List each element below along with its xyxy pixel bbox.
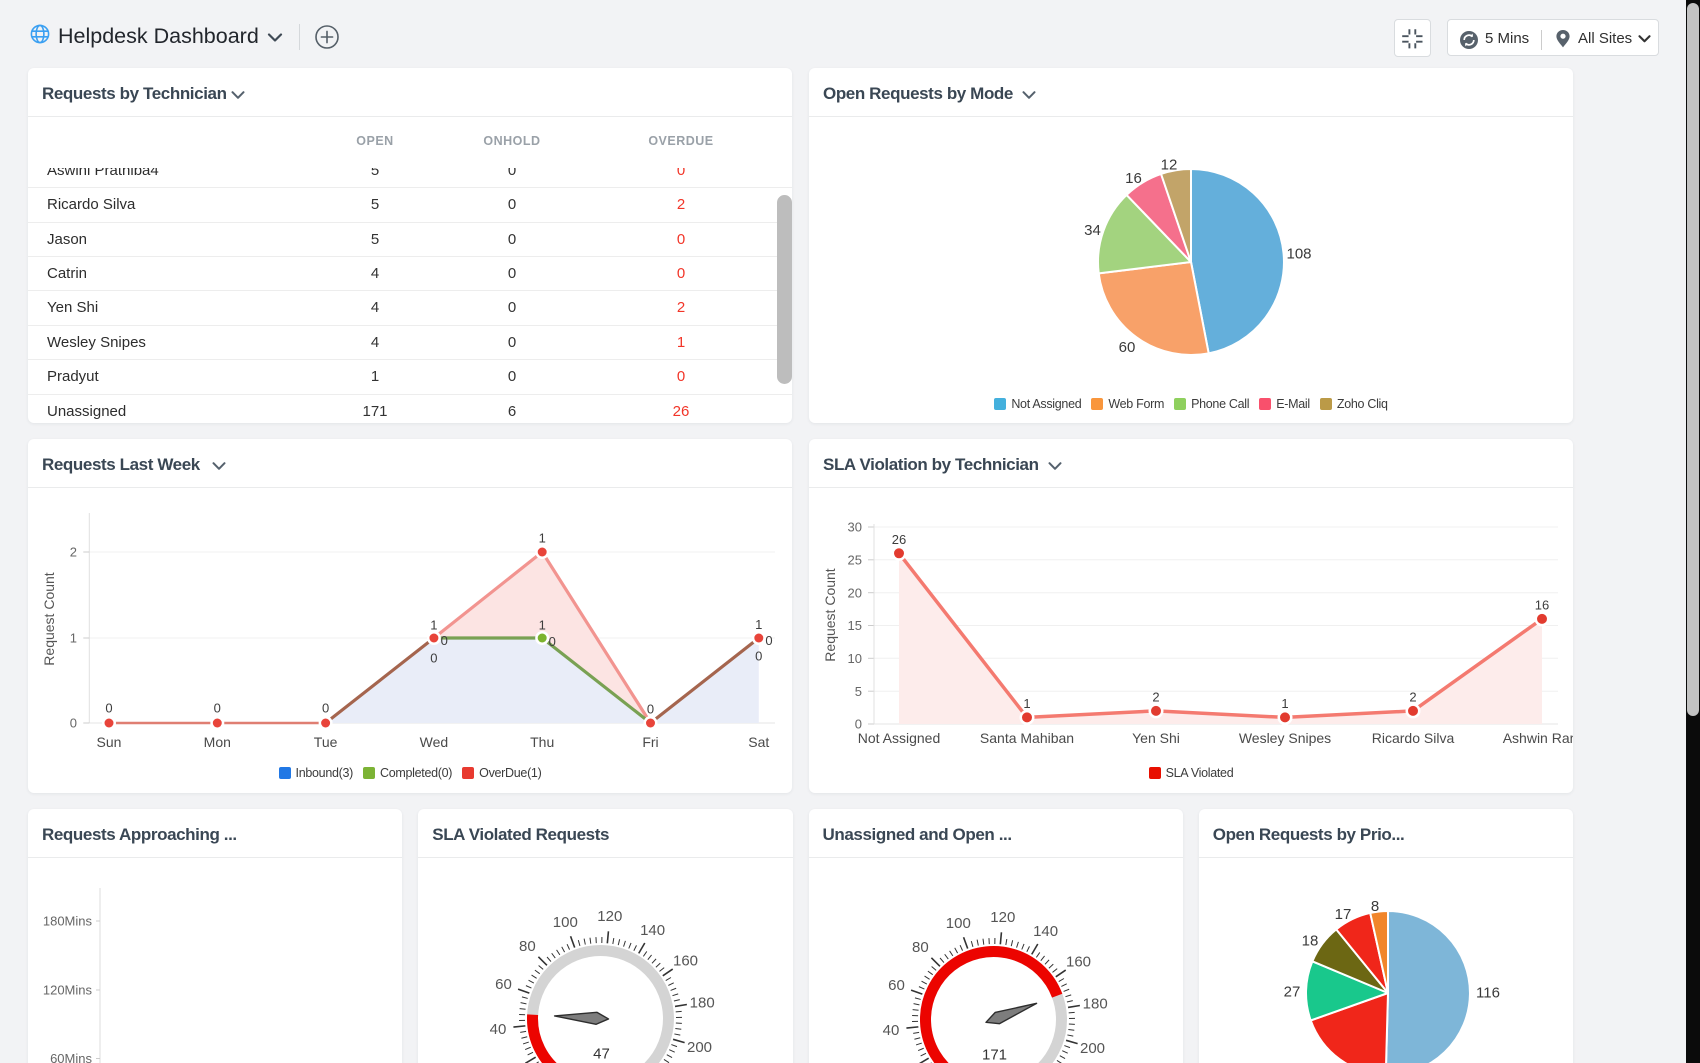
svg-text:0: 0 [430, 650, 437, 665]
svg-text:1: 1 [539, 617, 546, 632]
svg-text:0: 0 [441, 633, 448, 648]
svg-text:180: 180 [690, 994, 715, 1011]
svg-text:Santa Mahiban: Santa Mahiban [980, 730, 1074, 746]
svg-text:0: 0 [549, 634, 556, 649]
svg-text:Request Count: Request Count [822, 568, 838, 662]
svg-text:1: 1 [539, 531, 546, 546]
svg-text:120: 120 [598, 908, 623, 925]
svg-text:171: 171 [981, 1046, 1006, 1063]
svg-text:Sat: Sat [748, 734, 769, 750]
svg-text:Ashwin Ram: Ashwin Ram [1503, 730, 1573, 746]
svg-text:12: 12 [1161, 156, 1178, 173]
svg-text:1: 1 [1281, 696, 1288, 711]
svg-text:18: 18 [1301, 932, 1318, 949]
svg-text:8: 8 [1371, 898, 1379, 915]
svg-text:160: 160 [673, 953, 698, 970]
svg-text:17: 17 [1334, 906, 1351, 923]
svg-text:Ricardo Silva: Ricardo Silva [1372, 730, 1455, 746]
svg-text:40: 40 [882, 1022, 899, 1039]
svg-text:2: 2 [70, 545, 77, 560]
svg-text:27: 27 [1283, 983, 1300, 1000]
svg-text:Tue: Tue [314, 734, 338, 750]
svg-text:80: 80 [912, 939, 929, 956]
svg-text:0: 0 [647, 702, 654, 717]
svg-text:0: 0 [755, 649, 762, 664]
svg-text:180: 180 [1082, 995, 1107, 1012]
svg-text:Sun: Sun [97, 734, 122, 750]
svg-text:0: 0 [322, 701, 329, 716]
svg-text:120: 120 [990, 909, 1015, 926]
svg-text:Request Count: Request Count [41, 572, 57, 666]
svg-text:10: 10 [848, 651, 862, 666]
svg-text:1: 1 [430, 617, 437, 632]
svg-text:116: 116 [1476, 984, 1500, 1001]
svg-text:200: 200 [1079, 1040, 1104, 1057]
svg-text:34: 34 [1084, 222, 1101, 239]
svg-text:60: 60 [888, 977, 905, 994]
svg-text:140: 140 [640, 922, 665, 939]
svg-text:5: 5 [855, 684, 862, 699]
svg-text:Not Assigned: Not Assigned [858, 730, 941, 746]
svg-text:Thu: Thu [530, 734, 554, 750]
svg-text:20: 20 [848, 585, 862, 600]
svg-text:108: 108 [1286, 245, 1311, 262]
svg-text:1: 1 [70, 631, 77, 646]
svg-text:160: 160 [1065, 954, 1090, 971]
svg-text:0: 0 [214, 701, 221, 716]
svg-text:1: 1 [755, 617, 762, 632]
svg-text:100: 100 [945, 915, 970, 932]
svg-text:30: 30 [848, 520, 862, 535]
svg-text:80: 80 [519, 938, 536, 955]
svg-text:Wed: Wed [420, 734, 449, 750]
svg-text:26: 26 [892, 532, 906, 547]
svg-text:2: 2 [1409, 689, 1416, 704]
svg-text:0: 0 [765, 633, 772, 648]
svg-text:16: 16 [1125, 170, 1142, 187]
svg-text:140: 140 [1033, 923, 1058, 940]
svg-text:100: 100 [553, 914, 578, 931]
svg-text:200: 200 [687, 1039, 712, 1056]
svg-text:16: 16 [1535, 597, 1549, 612]
svg-text:Wesley Snipes: Wesley Snipes [1239, 730, 1331, 746]
svg-text:2: 2 [1152, 689, 1159, 704]
svg-text:Fri: Fri [642, 734, 658, 750]
svg-text:47: 47 [593, 1045, 610, 1062]
svg-text:40: 40 [490, 1021, 507, 1038]
svg-text:0: 0 [70, 716, 77, 731]
svg-text:Mon: Mon [204, 734, 231, 750]
svg-text:25: 25 [848, 552, 862, 567]
svg-text:180Mins: 180Mins [43, 914, 93, 929]
svg-text:60: 60 [495, 976, 512, 993]
svg-text:60: 60 [1119, 339, 1136, 356]
svg-text:120Mins: 120Mins [43, 983, 93, 998]
svg-text:15: 15 [848, 618, 862, 633]
svg-text:0: 0 [855, 717, 862, 732]
svg-text:Yen Shi: Yen Shi [1132, 730, 1180, 746]
svg-text:60Mins: 60Mins [50, 1051, 92, 1063]
svg-text:0: 0 [105, 701, 112, 716]
svg-text:1: 1 [1023, 696, 1030, 711]
